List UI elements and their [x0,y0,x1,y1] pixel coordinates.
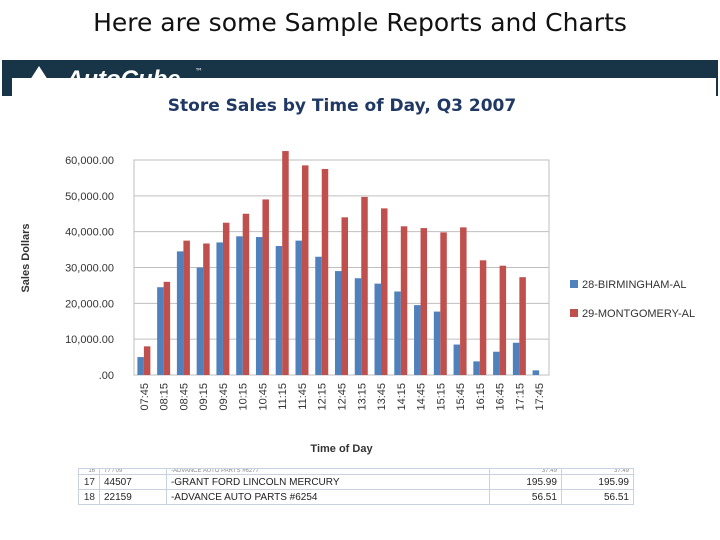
slide-title: Here are some Sample Reports and Charts [93,8,627,37]
row-value-1: 56.51 [488,489,562,505]
y-axis-title: Sales Dollars [20,223,32,292]
bar-29-montgomery-al-1715 [519,277,526,375]
x-tick-label: 11:45 [297,383,309,410]
x-tick-label: 08:45 [178,383,190,411]
bar-28-birmingham-al-1645 [493,351,500,375]
x-tick-label: 17:45 [534,383,546,411]
bar-29-montgomery-al-0845 [183,240,190,376]
bar-28-birmingham-al-1415 [394,291,401,375]
bar-28-birmingham-al-1445 [414,305,421,376]
x-tick-label: 16:45 [495,383,507,411]
bar-29-montgomery-al-1645 [499,265,507,375]
x-tick-label: 16:15 [475,383,487,411]
bar-29-montgomery-al-1445 [420,228,428,375]
x-axis-title: Time of Day [310,443,373,455]
bar-29-montgomery-al-1415 [400,226,408,375]
x-tick-label: 15:45 [455,383,467,411]
row-name: -ADVANCE AUTO PARTS #6254 [165,489,490,505]
bar-28-birmingham-al-1615 [473,361,480,375]
x-tick-label: 14:45 [416,383,428,411]
y-tick-label: 60,000.00 [65,155,114,167]
x-tick-label: 15:15 [435,383,447,411]
y-tick-label: 10,000.00 [65,334,114,346]
bar-28-birmingham-al-1115 [275,246,283,375]
bar-28-birmingham-al-1215 [315,256,322,375]
row-value-2: 56.51 [560,489,635,505]
bar-29-montgomery-al-1315 [361,196,368,375]
bar-28-birmingham-al-1145 [295,240,302,376]
x-tick-label: 14:15 [396,383,408,411]
bar-29-montgomery-al-1615 [479,260,487,375]
table-row: 17 44507 -GRANT FORD LINCOLN MERCURY 195… [78,474,635,490]
row-value-1: 195.99 [488,474,562,490]
y-tick-label: 40,000.00 [65,227,114,239]
row-code: 22159 [99,489,167,505]
x-tick-label: 13:45 [376,383,388,411]
bar-29-montgomery-al-1145 [301,165,309,376]
legend-entry: 29-MONTGOMERY-AL [582,308,695,320]
x-tick-label: 07:45 [139,383,151,411]
bar-29-montgomery-al-1245 [341,217,348,375]
x-tick-label: 12:45 [337,383,349,411]
bar-29-montgomery-al-0745 [143,346,151,375]
x-tick-label: 17:15 [514,383,526,411]
bar-29-montgomery-al-1015 [242,213,250,375]
legend-entry: 28-BIRMINGHAM-AL [582,279,687,291]
bar-29-montgomery-al-1515 [440,232,447,375]
x-tick-label: 11:15 [277,383,289,410]
bar-28-birmingham-al-1245 [335,271,342,375]
bar-29-montgomery-al-0945 [222,222,230,375]
bar-28-birmingham-al-1015 [236,236,243,375]
bar-28-birmingham-al-0845 [176,251,184,376]
bar-28-birmingham-al-1515 [433,311,441,375]
x-tick-label: 10:45 [257,383,269,411]
x-tick-label: 13:15 [356,383,368,411]
bar-29-montgomery-al-1115 [282,151,289,375]
legend-swatch [570,309,578,317]
x-tick-label: 09:45 [218,383,230,411]
bar-29-montgomery-al-1215 [321,168,329,375]
x-tick-label: 10:15 [238,383,250,411]
bar-28-birmingham-al-1745 [532,370,540,375]
bar-29-montgomery-al-0915 [203,243,210,375]
bar-29-montgomery-al-1345 [381,208,388,376]
bar-28-birmingham-al-1345 [374,283,382,376]
row-index: 17 [78,474,100,490]
chart-title: Store Sales by Time of Day, Q3 2007 [168,96,516,116]
bar-28-birmingham-al-0945 [216,242,223,375]
sales-chart: Store Sales by Time of Day, Q3 2007 .00 10… [20,96,695,455]
x-tick-label: 08:15 [159,383,171,411]
legend-swatch [570,280,578,288]
bar-28-birmingham-al-1545 [453,344,461,375]
row-name: -GRANT FORD LINCOLN MERCURY [165,474,490,490]
bar-28-birmingham-al-0745 [137,357,144,375]
triangle-logo-icon [30,66,48,80]
y-tick-label: 20,000.00 [65,298,114,310]
y-tick-label: 30,000.00 [65,263,114,275]
table-row: 18 22159 -ADVANCE AUTO PARTS #6254 56.51… [78,489,635,505]
bar-29-montgomery-al-1045 [262,199,269,375]
bar-28-birmingham-al-1315 [354,278,362,375]
bar-28-birmingham-al-0915 [196,267,204,375]
bar-28-birmingham-al-1715 [512,342,520,375]
row-code: 44507 [99,474,167,490]
bar-29-montgomery-al-1545 [460,227,467,375]
x-tick-label: 12:15 [317,383,329,411]
bar-28-birmingham-al-1045 [255,237,263,375]
y-tick-label: .00 [99,370,114,382]
chart-panel: Store Sales by Time of Day, Q3 2007 .00 10… [12,78,716,462]
banner-trademark: ™ [195,67,203,76]
y-tick-label: 50,000.00 [65,191,114,203]
x-tick-label: 09:15 [198,383,210,411]
row-value-2: 195.99 [560,474,635,490]
bar-28-birmingham-al-0815 [157,287,164,375]
bar-29-montgomery-al-0815 [163,281,171,375]
row-index: 18 [78,489,100,505]
report-table: 16 77 / 09 -ADVANCE AUTO PARTS #6277 37.… [78,468,635,505]
